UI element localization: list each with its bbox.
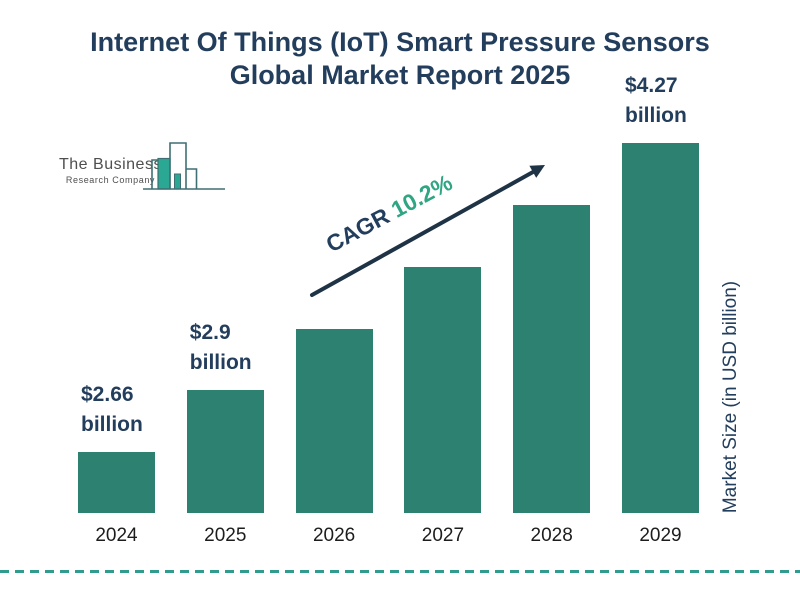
value-label-2024: $2.66 billion <box>81 383 143 436</box>
year-label-2027: 2027 <box>421 525 465 546</box>
company-logo-text: The Business Research Company <box>59 156 162 186</box>
y-axis-label: Market Size (in USD billion) <box>720 280 741 514</box>
bar-chart-logo-icon <box>143 142 225 190</box>
chart-title: Internet Of Things (IoT) Smart Pressure … <box>0 26 800 92</box>
bar-2026 <box>295 329 373 513</box>
bar-2029 <box>622 143 699 513</box>
value-label-2025: $2.9 billion <box>189 321 252 374</box>
year-label-2025: 2025 <box>204 525 247 546</box>
bar-2024 <box>78 452 155 513</box>
company-logo-name: The Business <box>59 156 162 173</box>
year-label-2024: 2024 <box>95 525 138 546</box>
bar-2025 <box>186 390 264 513</box>
year-label-2029: 2029 <box>639 525 682 546</box>
chart-title-line2: Global Market Report 2025 <box>229 60 571 90</box>
value-label-2029: $4.27 billion <box>625 74 687 127</box>
chart-title-line1: Internet Of Things (IoT) Smart Pressure … <box>90 27 710 57</box>
company-logo-subname: Research Company <box>65 175 156 185</box>
bar-2028 <box>513 205 591 513</box>
year-label-2026: 2026 <box>312 525 356 546</box>
company-logo: The Business Research Company <box>45 140 245 202</box>
bar-2027 <box>404 267 482 513</box>
year-label-2028: 2028 <box>530 525 573 546</box>
bottom-dashed-divider <box>0 570 800 573</box>
